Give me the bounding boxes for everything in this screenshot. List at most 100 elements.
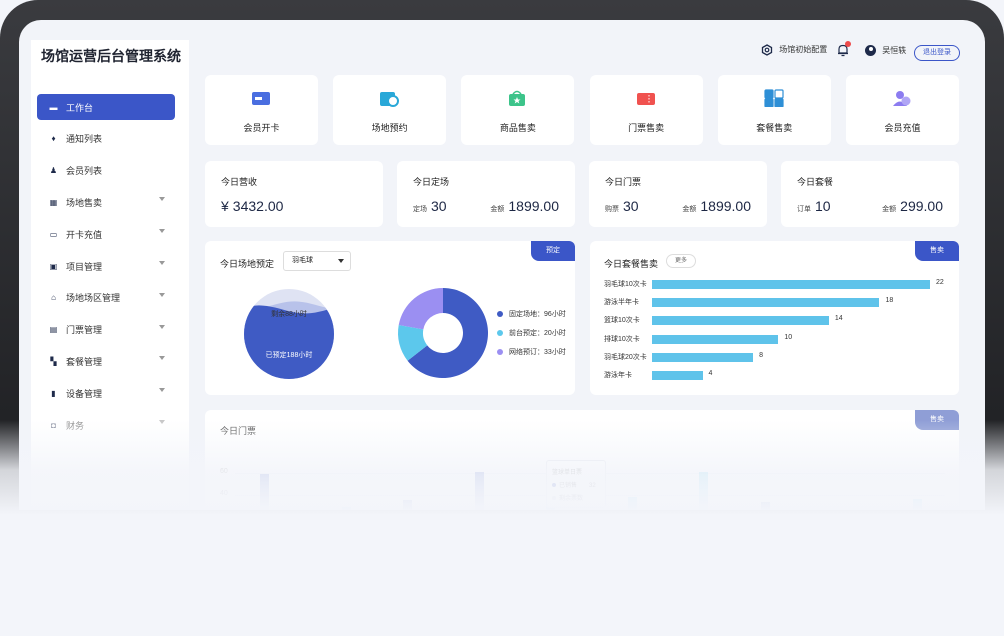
monitor-icon: ▬ — [49, 102, 58, 112]
avatar-icon — [865, 45, 876, 57]
stat-right-label: 金额 — [682, 206, 697, 213]
wallet-icon: ◘ — [51, 420, 56, 430]
chevron-down-icon — [338, 259, 344, 263]
sport-select[interactable]: 羽毛球 — [283, 251, 351, 271]
ticket-bar — [628, 496, 637, 510]
sales-tag[interactable]: 售卖 — [915, 241, 959, 261]
stat-right-value: 1899.00 — [700, 198, 751, 214]
ticket-bar — [761, 502, 770, 510]
tooltip-label: 剩余票数 — [559, 496, 584, 502]
y-tick: 60 — [220, 468, 228, 475]
venue-config-label: 场馆初始配置 — [779, 45, 828, 55]
sidebar-item-label: 场地售卖 — [66, 197, 103, 208]
tooltip-row: 已销售 32 — [552, 480, 605, 489]
ticket-tooltip: 篮球单日票 已销售 32 剩余票数 — [546, 460, 606, 508]
shopping-bag-icon — [509, 90, 526, 106]
sidebar-item-8[interactable]: ▚ 套餐管理 — [37, 348, 175, 374]
stat-title: 今日门票 — [605, 177, 642, 187]
booking-tag[interactable]: 预定 — [531, 241, 575, 261]
wave-gauge: 剩余88小时 已预定188小时 — [244, 289, 334, 379]
sidebar-item-7[interactable]: ▤ 门票管理 — [37, 317, 175, 343]
sidebar-item-5[interactable]: ▣ 项目管理 — [37, 253, 175, 279]
bar-label: 羽毛球10次卡 — [604, 281, 647, 288]
hexagon-settings-icon — [761, 44, 773, 56]
chevron-down-icon — [159, 197, 165, 202]
logout-button[interactable]: 退出登录 — [914, 45, 960, 61]
sidebar-item-label: 开卡充值 — [66, 229, 103, 240]
quick-action-3[interactable]: 门票售卖 — [589, 75, 703, 145]
sidebar-item-6[interactable]: ⌂ 场地场区管理 — [37, 285, 175, 311]
stat-right: 金额 299.00 — [882, 198, 943, 214]
sidebar-item-10[interactable]: ◘ 财务 — [37, 412, 175, 438]
sidebar-item-1[interactable]: ♦ 通知列表 — [37, 126, 175, 152]
bar — [652, 298, 880, 308]
chevron-down-icon — [159, 420, 165, 424]
more-button[interactable]: 更多 — [666, 254, 696, 268]
sidebar-item-label: 项目管理 — [66, 261, 103, 272]
bar-value: 8 — [759, 351, 763, 359]
sidebar-item-label: 套餐管理 — [66, 356, 103, 367]
legend-item-2: 网络预订：33小时 — [497, 347, 566, 357]
sidebar-item-label: 门票管理 — [66, 325, 103, 336]
bar-label: 羽毛球20次卡 — [604, 353, 647, 361]
sidebar-item-4[interactable]: ▭ 开卡充值 — [37, 221, 175, 247]
venue-booking-card: 今日场地预定 羽毛球 预定 剩余88小时 已预定188小时 固定场地：96小时前… — [205, 241, 575, 395]
app-screen: 场馆运营后台管理系统 ▬ 工作台 ♦ 通知列表 ♟ 会员列表 ▦ 场地售卖 ▭ 开卡充值 ▣ 项目管理… — [19, 20, 985, 510]
chevron-down-icon — [159, 229, 165, 234]
stat-main: 定场 30 — [413, 198, 447, 214]
tooltip-label: 已销售 — [559, 483, 578, 489]
user-profile[interactable]: 吴恒轶 — [865, 45, 906, 57]
stat-right-value: 299.00 — [900, 198, 943, 214]
donut-slice-1 — [398, 324, 428, 361]
legend-item-0: 固定场地：96小时 — [497, 309, 566, 319]
bar-label: 游泳半年卡 — [604, 299, 639, 307]
bar — [652, 352, 754, 362]
ticket-tag[interactable]: 售卖 — [915, 410, 959, 430]
calendar-clock-icon — [380, 92, 400, 107]
legend-label: 前台预定：20小时 — [509, 330, 566, 337]
stat-right: 金额 1899.00 — [682, 198, 751, 214]
chevron-down-icon — [159, 388, 165, 393]
tooltip-dot — [552, 483, 556, 487]
ticket-bar — [913, 498, 922, 510]
bar-value: 22 — [936, 279, 944, 286]
package-grid-icon — [764, 89, 784, 107]
court-icon: ▦ — [49, 197, 58, 207]
stat-title: 今日定场 — [413, 177, 450, 187]
sidebar-item-9[interactable]: ▮ 设备管理 — [37, 380, 175, 406]
quick-action-1[interactable]: 场地预约 — [333, 75, 447, 145]
app-title: 场馆运营后台管理系统 — [41, 48, 181, 64]
quick-action-5[interactable]: 会员充值 — [846, 75, 959, 145]
device-icon: ▮ — [51, 388, 56, 398]
ticket-bar — [260, 474, 269, 510]
bar-value: 14 — [834, 315, 843, 323]
sidebar-item-3[interactable]: ▦ 场地售卖 — [37, 189, 175, 215]
bar-value: 18 — [885, 297, 894, 305]
ticket-bar — [403, 500, 412, 510]
sidebar-item-label: 工作台 — [66, 102, 94, 113]
grid-icon: ▚ — [50, 356, 57, 366]
tooltip-dot — [552, 496, 556, 500]
ticket-icon: ▤ — [49, 325, 58, 335]
venue-config-link[interactable]: 场馆初始配置 — [761, 44, 827, 56]
sidebar-item-0[interactable]: ▬ 工作台 — [37, 94, 175, 120]
sidebar-item-2[interactable]: ♟ 会员列表 — [37, 158, 175, 184]
stat-main-value: 30 — [431, 198, 447, 214]
package-sales-title: 今日套餐售卖 — [604, 259, 659, 269]
bar-value: 4 — [708, 370, 713, 377]
quick-action-4[interactable]: 套餐售卖 — [717, 75, 831, 145]
bar — [652, 280, 930, 289]
stat-main: ¥3432.00 — [221, 198, 283, 214]
notification-button[interactable] — [836, 41, 851, 57]
wave-remaining-label: 剩余88小时 — [271, 309, 307, 318]
chevron-down-icon — [159, 292, 165, 297]
legend-label: 网络预订：33小时 — [509, 349, 566, 356]
card-icon: ▭ — [49, 229, 58, 239]
quick-action-0[interactable]: 会员开卡 — [205, 75, 318, 145]
device-frame: 场馆运营后台管理系统 ▬ 工作台 ♦ 通知列表 ♟ 会员列表 ▦ 场地售卖 ▭ 开卡充值 ▣ 项目管理… — [0, 0, 1004, 520]
donut-chart — [398, 288, 489, 378]
currency-symbol: ¥ — [221, 198, 229, 214]
quick-action-2[interactable]: 商品售卖 — [461, 75, 575, 145]
legend-label: 固定场地：96小时 — [509, 311, 566, 318]
